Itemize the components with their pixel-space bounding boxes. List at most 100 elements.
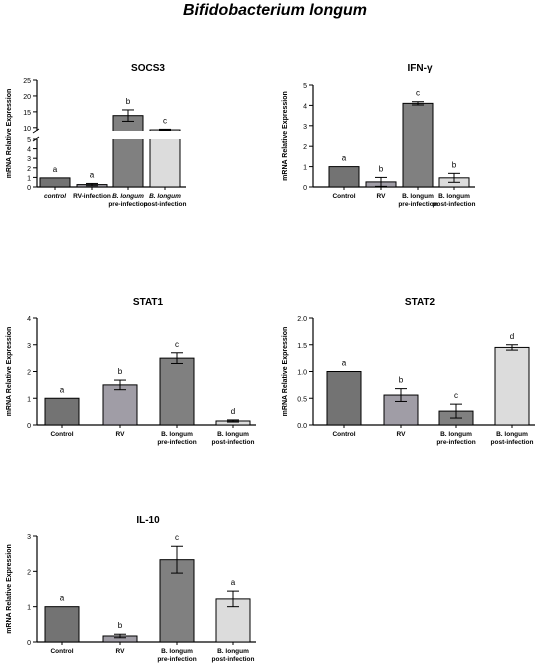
x-tick-label: Control (50, 431, 73, 438)
x-tick-label: RV (397, 431, 407, 438)
bar (39, 177, 71, 188)
axis-break-mark (32, 128, 40, 134)
x-tick-label: Control (50, 648, 73, 655)
significance-letter: d (510, 332, 514, 341)
chart-stat2: STAT2 mRNA Relative Expression 0.0 0.5 1.0 1.… (282, 297, 535, 446)
bar (44, 397, 80, 426)
x-tick-label: control (44, 193, 66, 200)
x-tick-label: post-infection (144, 201, 187, 208)
x-tick-label: pre-infection (398, 201, 437, 208)
x-tick-label: B. longum (217, 431, 249, 438)
bar (494, 346, 530, 426)
significance-letter: a (342, 154, 347, 163)
bar (102, 384, 138, 426)
y-tick-label: 0.0 (297, 423, 307, 430)
chart-stat1: STAT1 mRNA Relative Expression 0 1 2 3 4 a Contr… (6, 297, 256, 446)
significance-letter: a (60, 594, 65, 603)
y-tick-label: 2 (27, 370, 31, 377)
chart-title: IFN-γ (408, 63, 433, 74)
bar (44, 606, 80, 643)
x-tick-label: B. longum (496, 431, 528, 438)
x-tick-label: B. longum (161, 648, 193, 655)
x-tick-label: RV (116, 648, 126, 655)
significance-letter: b (452, 160, 457, 169)
y-tick-label: 1 (27, 396, 31, 403)
bar (402, 102, 434, 188)
chart-title: STAT1 (133, 297, 164, 308)
bar (112, 115, 144, 188)
y-tick-label: 4 (27, 147, 31, 154)
significance-letter: d (231, 407, 235, 416)
x-tick-label: pre-infection (157, 439, 196, 446)
x-tick-label: B. longum (438, 193, 470, 200)
axis-break-gap (36, 131, 187, 139)
y-tick-label: 4 (303, 103, 307, 110)
significance-letter: b (399, 376, 404, 385)
y-tick-label: 3 (27, 534, 31, 541)
y-tick-label: 1.5 (297, 343, 307, 350)
y-tick-label: 10 (23, 126, 31, 133)
y-tick-label: 5 (303, 83, 307, 90)
significance-letter: a (342, 359, 347, 368)
y-axis-label: mRNA Relative Expression (6, 89, 13, 179)
significance-letter: b (126, 97, 131, 106)
y-tick-label: 0 (27, 185, 31, 192)
y-tick-label: 2.0 (297, 316, 307, 323)
significance-letter: c (163, 116, 167, 125)
x-tick-label: RV-infection (73, 193, 111, 200)
y-tick-label: 1 (303, 165, 307, 172)
x-tick-label: pre-infection (436, 439, 475, 446)
bar (159, 357, 195, 426)
x-tick-label: Control (332, 193, 355, 200)
significance-letter: a (90, 170, 95, 179)
chart-ifn-: IFN-γ mRNA Relative Expression 0 1 2 3 4 5 a Cont… (282, 63, 476, 208)
significance-letter: a (60, 385, 65, 394)
y-tick-label: 20 (23, 94, 31, 101)
x-tick-label: RV (116, 431, 126, 438)
bar (328, 166, 360, 188)
significance-letter: c (454, 391, 458, 400)
chart-il-10: IL-10 mRNA Relative Expression 0 1 2 3 a Contro… (6, 515, 256, 663)
x-tick-label: post-infection (212, 656, 255, 663)
figure-title: Bifidobacterium longum (183, 2, 367, 19)
significance-letter: c (175, 340, 179, 349)
y-tick-label: 0 (303, 185, 307, 192)
y-tick-label: 0 (27, 640, 31, 647)
significance-letter: c (175, 533, 179, 542)
bar (149, 129, 181, 188)
y-tick-label: 2 (27, 166, 31, 173)
axis-break-mark (32, 136, 40, 142)
y-tick-label: 15 (23, 110, 31, 117)
y-tick-label: 3 (303, 124, 307, 131)
significance-letter: b (118, 367, 123, 376)
y-tick-label: 1.0 (297, 370, 307, 377)
y-tick-label: 0 (27, 423, 31, 430)
y-axis-label: mRNA Relative Expression (6, 327, 13, 417)
significance-letter: b (118, 621, 123, 630)
significance-letter: a (53, 165, 58, 174)
y-tick-label: 3 (27, 343, 31, 350)
x-tick-label: pre-infection (108, 201, 147, 208)
x-tick-label: B. longum (112, 193, 144, 200)
x-tick-label: post-infection (212, 439, 255, 446)
x-tick-label: B. longum (440, 431, 472, 438)
significance-letter: b (379, 164, 384, 173)
x-tick-label: B. longum (149, 193, 181, 200)
bar (326, 371, 362, 426)
y-tick-label: 4 (27, 316, 31, 323)
y-tick-label: 25 (23, 78, 31, 85)
y-tick-label: 3 (27, 156, 31, 163)
y-tick-label: 2 (303, 144, 307, 151)
y-axis-label: mRNA Relative Expression (282, 91, 289, 181)
y-tick-label: 1 (27, 605, 31, 612)
x-tick-label: post-infection (491, 439, 534, 446)
x-tick-label: post-infection (433, 201, 476, 208)
x-tick-label: B. longum (161, 431, 193, 438)
chart-title: SOCS3 (131, 63, 165, 74)
y-tick-label: 5 (27, 137, 31, 144)
x-tick-label: Control (332, 431, 355, 438)
chart-title: STAT2 (405, 297, 436, 308)
significance-letter: c (416, 89, 420, 98)
y-tick-label: 2 (27, 569, 31, 576)
